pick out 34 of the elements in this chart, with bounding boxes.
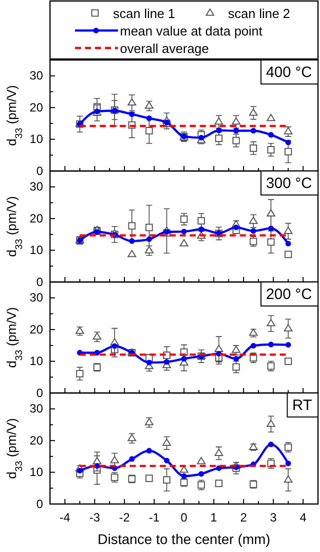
chart-title: RT	[292, 397, 312, 414]
x-tick-label: -4	[60, 510, 71, 525]
y-tick-label: 0	[36, 274, 44, 289]
x-tick-label: -3	[89, 510, 100, 525]
x-tick-label: 3	[270, 510, 277, 525]
x-tick-label: 4	[300, 510, 307, 525]
chart-title: 300 °C	[266, 175, 312, 192]
y-tick-label: 20	[30, 211, 44, 226]
y-tick-label: 10	[30, 354, 44, 368]
y-tick-label: 10	[30, 243, 44, 258]
y-tick-label: 0	[36, 386, 44, 400]
y-tick-label: 30	[30, 290, 44, 305]
x-tick-label: -2	[119, 510, 130, 525]
legend-label: scan line 1	[113, 6, 176, 21]
chart-title: 200 °C	[266, 286, 312, 303]
y-tick-label: 30	[30, 68, 44, 83]
x-tick-label: -1	[148, 510, 160, 525]
y-tick-label: 10	[30, 132, 44, 146]
y-tick-label: 30	[30, 180, 44, 194]
y-tick-label: 20	[30, 433, 44, 448]
x-tick-label: 1	[210, 510, 218, 525]
y-tick-label: 20	[30, 322, 44, 336]
x-tick-label: 0	[180, 510, 188, 525]
legend-label: mean value at data point	[120, 24, 263, 38]
legend-label: overall average	[120, 41, 209, 56]
legend-label: scan line 2	[228, 6, 290, 21]
y-tick-label: 0	[36, 496, 44, 511]
chart-title: 400 °C	[266, 64, 312, 81]
x-axis-title: Distance to the center (mm)	[98, 531, 270, 547]
y-tick-label: 30	[30, 402, 44, 416]
y-tick-label: 20	[30, 100, 44, 114]
y-tick-label: 10	[30, 465, 44, 480]
x-tick-label: 2	[240, 510, 248, 525]
y-tick-label: 0	[36, 164, 44, 178]
